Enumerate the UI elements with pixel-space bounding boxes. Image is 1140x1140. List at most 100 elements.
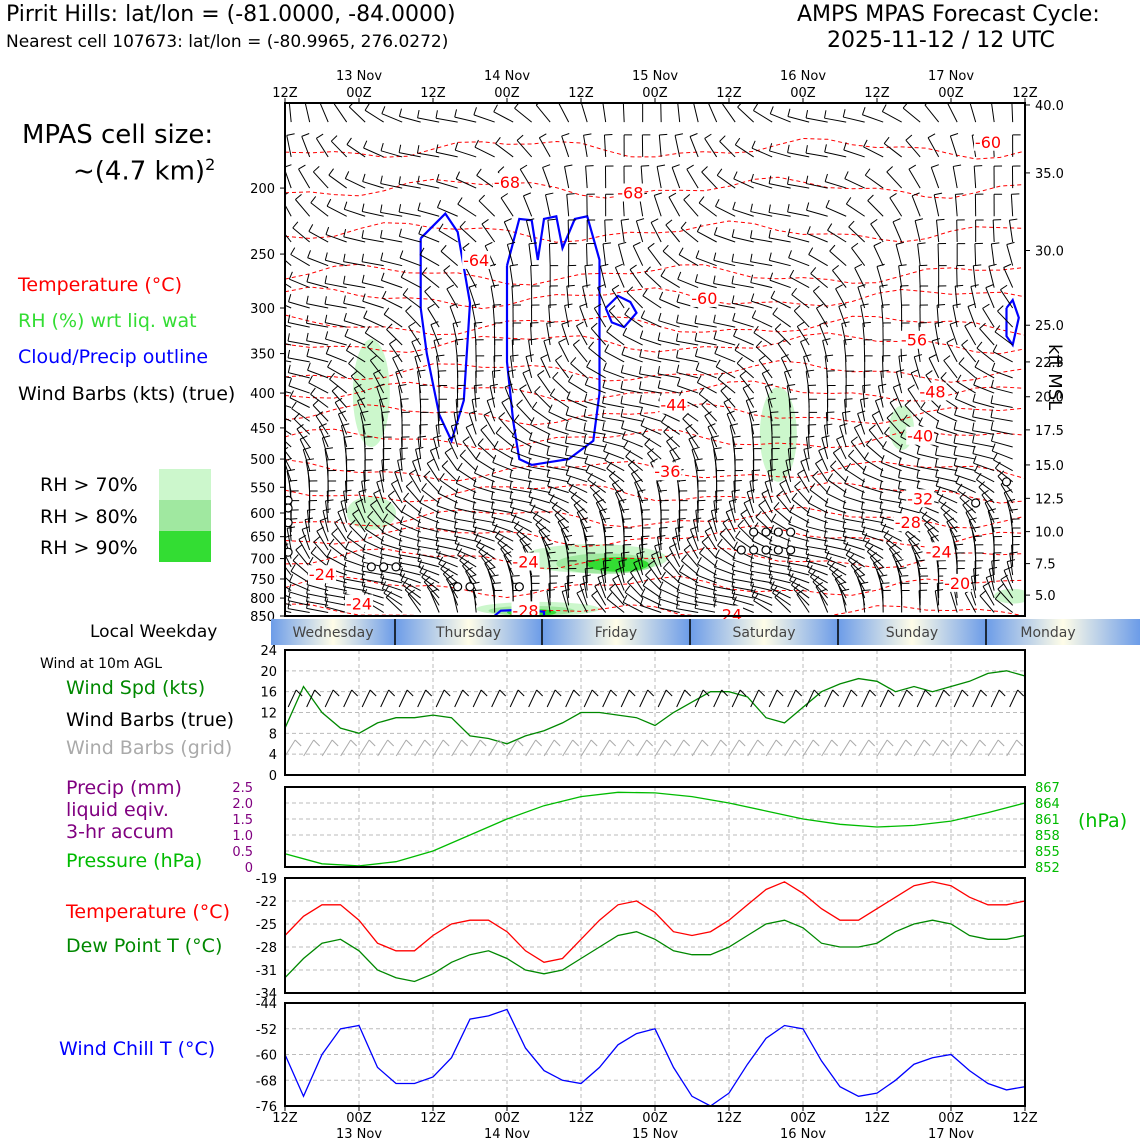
wind-barb [629,264,644,288]
wind-barb-feather [380,229,383,239]
wind-barb-shaft [737,106,755,123]
wind-barb-feather [509,264,518,267]
wind-barb-shaft [879,286,884,309]
wind-barb-feather [308,224,314,232]
wind-barb-shaft [430,324,440,346]
wind-barb-shaft [285,429,292,435]
wind-barb-shaft [992,553,995,576]
wind-barb [493,589,503,613]
wind-barb-feather [278,553,284,558]
wind-barb [973,165,983,189]
wind-barb [288,583,310,599]
wind-barb-feather [519,535,527,541]
grid-wind-barb-feather [738,739,746,747]
wind-barb [591,590,607,613]
wind-barb-shaft [796,326,810,346]
wind-barb [324,593,347,606]
windchill-ytick-label: -60 [256,1049,277,1064]
pressure-ytick-label: 855 [1035,845,1060,860]
wind-barb-feather [511,514,517,522]
wind-barb [586,193,595,217]
wind-barb-shaft [877,385,884,408]
temperature-label: -32 [907,489,933,508]
wind-barb-shaft [437,207,458,217]
weekday-label: Friday [595,625,637,641]
wind-barb-shaft [602,386,625,394]
wind-barb [978,481,995,504]
wind-barb-shaft [658,134,662,157]
wind-barb-feather [851,242,859,249]
wind-barb-feather [751,423,760,426]
wind-barb-feather [455,171,460,180]
wind-barb [975,552,984,576]
wind-barb [845,384,854,408]
wind-barb-feather [695,567,700,576]
pressure-ytick-label: 852 [1035,861,1060,876]
wind-barb [412,457,422,483]
wind-barb-feather [979,322,986,329]
wind-barb-shaft [474,146,495,158]
wind-barb-feather [815,582,824,588]
wind-barb-shaft [713,338,736,346]
wind-barb-shaft [285,391,292,394]
wind-barb [491,369,501,394]
wind-barb [954,407,976,422]
wind-barb-shaft [564,305,570,328]
wind-barb-feather [714,559,718,568]
surface-wind-barb [343,689,353,708]
wind-barb [676,349,699,363]
wind-barb-shaft [445,578,459,599]
wind-barb [566,391,588,408]
wind-barb-feather [608,470,616,477]
wind-barb-shaft [421,576,440,591]
wind-barb-shaft [824,527,847,533]
bottom-date-label: 17 Nov [928,1127,974,1140]
wind-barb-shaft [751,590,773,599]
wind-barb [863,370,873,394]
wind-barb-feather [645,569,652,576]
wind-barb [982,581,995,606]
wind-barb-shaft [306,340,329,346]
wind-barb [737,103,755,123]
wind-barb-feather [972,422,975,431]
wind-barb [943,355,958,379]
wind-barb-shaft [715,556,736,568]
wind-barb [918,264,928,288]
wind-barb-feather [391,479,399,485]
wind-barb-shaft [382,297,403,309]
surface-wind-barb [620,689,630,708]
wind-barb-feather [910,369,919,374]
grid-wind-barb [525,739,537,757]
wind-barb-shaft [886,171,903,189]
grid-wind-barb-feather [886,739,894,747]
wind-barb-shaft [583,430,606,435]
wind-barb [767,397,777,422]
surface-wind-barb [694,689,704,708]
wind-barb [678,509,688,533]
wind-barb [605,193,614,217]
wind-barb-shaft [750,561,773,568]
wind-barb-shaft [547,427,569,435]
wind-barb-shaft [933,194,940,217]
wind-barb-shaft [979,328,995,346]
wind-barb-shaft [653,195,662,217]
grid-wind-barb-feather [442,739,450,747]
wind-barb-shaft [888,548,903,568]
isotherm-line [285,482,1025,504]
temperature-label: -28 [512,601,538,620]
wind-barb [306,593,329,606]
wind-barb [549,575,558,599]
wind-barb-shaft [789,511,810,524]
wind-barb [285,259,292,267]
wind-barb [313,536,329,559]
weekday-cell [690,619,838,645]
wind-barb [917,242,926,266]
wind-barb-feather [876,263,885,267]
pressure-tick-label: 350 [250,348,275,363]
temp-label-bg [493,173,521,192]
wind-barb [694,315,717,328]
wind-barb [694,348,717,363]
isotherm-line [285,176,1025,199]
wind-barb-shaft [285,594,292,599]
wind-barb-shaft [846,203,865,217]
